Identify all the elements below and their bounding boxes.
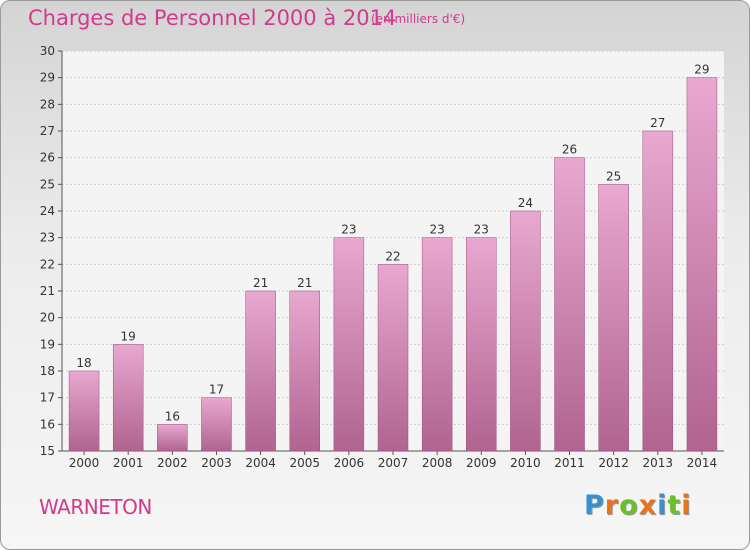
bar-2001[interactable] [112,344,144,452]
y-tick-label: 28 [40,97,55,111]
y-tick-label: 22 [40,257,55,271]
x-tick-label-2006: 2006 [334,456,365,470]
y-tick-label: 30 [40,44,55,58]
bar-2007[interactable] [377,264,409,452]
value-label-2008: 23 [429,223,444,237]
y-tick-label: 17 [40,391,55,405]
value-label-2012: 25 [606,169,621,183]
bar-layer [68,77,718,452]
bar-2006[interactable] [333,237,365,452]
x-tick-label-2010: 2010 [510,456,541,470]
bar-2003[interactable] [201,397,232,452]
value-label-2009: 23 [474,223,489,237]
value-label-2004: 21 [253,276,268,290]
bar-2002[interactable] [157,424,188,452]
bar-2004[interactable] [245,290,276,452]
logo-letter: P [584,490,605,521]
x-tick-label-2000: 2000 [69,456,100,470]
y-tick-label: 29 [40,71,55,85]
logo-letter: o [619,490,639,521]
proxiti-logo[interactable]: Proxiti [584,490,692,521]
bar-2005[interactable] [289,290,320,452]
x-tick-label-2007: 2007 [378,456,409,470]
y-tick-label: 24 [40,204,55,218]
value-label-2010: 24 [518,196,533,210]
logo-letter: r [604,490,620,521]
x-tick-label-2005: 2005 [289,456,320,470]
x-tick-label-2011: 2011 [554,456,585,470]
x-tick-label-2002: 2002 [157,456,188,470]
bar-2000[interactable] [68,370,100,452]
chart-unit: (en milliers d'€) [371,12,466,26]
logo-letter: i [681,490,692,521]
value-label-2005: 21 [297,276,312,290]
value-label-2002: 16 [165,409,180,423]
value-label-2013: 27 [650,116,665,130]
bar-2009[interactable] [466,237,497,452]
y-tick-label: 21 [40,284,55,298]
bar-2011[interactable] [554,157,585,452]
logo-letter: i [657,490,668,521]
x-tick-label-2003: 2003 [201,456,232,470]
y-tick-label: 26 [40,151,55,165]
y-tick-label: 27 [40,124,55,138]
logo-letter: x [638,490,658,521]
place-name: WARNETON [39,495,152,519]
x-tick-label-2001: 2001 [113,456,144,470]
x-tick-label-2008: 2008 [422,456,453,470]
value-label-2001: 19 [121,329,136,343]
label-layer: 18 2000 19 2001 16 2002 17 2003 21 2004 21 2005 23 20… [69,63,717,470]
chart-title: Charges de Personnel 2000 à 2014 [28,6,397,30]
value-label-2011: 26 [562,143,577,157]
value-label-2006: 23 [341,223,356,237]
bar-2012[interactable] [598,184,629,452]
x-tick-label-2013: 2013 [643,456,674,470]
y-tick-label: 16 [40,417,55,431]
x-tick-label-2012: 2012 [598,456,629,470]
y-tick-label: 20 [40,311,55,325]
bar-2014[interactable] [686,77,718,452]
y-tick-label: 19 [40,337,55,351]
x-tick-label-2014: 2014 [687,456,718,470]
y-tick-label: 15 [40,444,55,458]
value-label-2000: 18 [76,356,91,370]
bar-2010[interactable] [510,210,541,452]
value-label-2003: 17 [209,383,224,397]
y-tick-label: 23 [40,231,55,245]
logo-letter: t [667,490,682,521]
value-label-2014: 29 [694,63,709,77]
x-tick-label-2009: 2009 [466,456,497,470]
x-tick-label-2004: 2004 [245,456,276,470]
y-tick-label: 25 [40,177,55,191]
bar-2008[interactable] [421,237,453,452]
value-label-2007: 22 [385,249,400,263]
bar-2013[interactable] [642,130,674,452]
y-tick-label: 18 [40,364,55,378]
